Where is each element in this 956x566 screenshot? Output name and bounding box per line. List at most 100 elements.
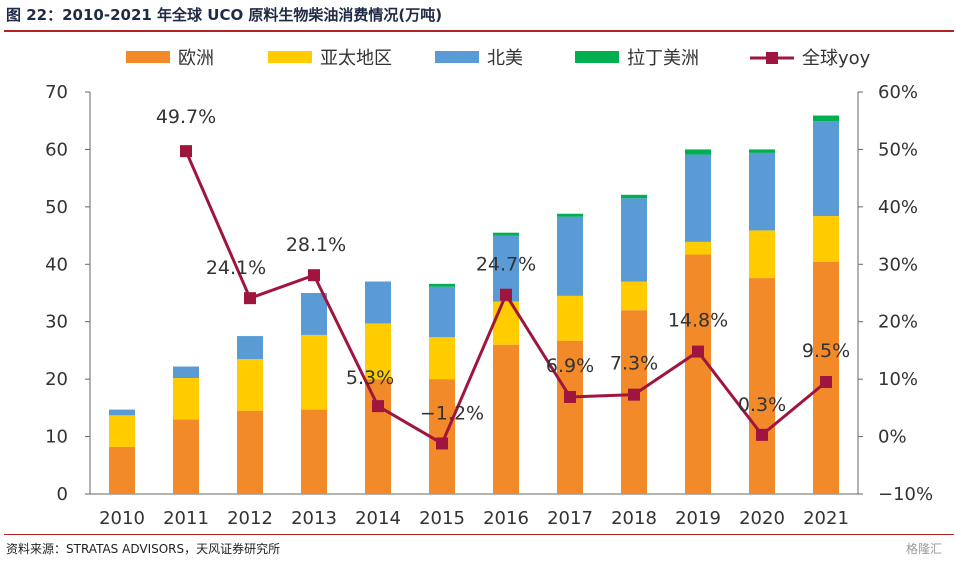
legend-label: 北美 [487,48,523,69]
axes: 0 10 20 30 40 50 60 70 −10% 0% 10% 20% 30% 40% 50% 60% 2… [45,82,933,529]
legend-label: 欧洲 [178,48,214,69]
x-tick-label: 2014 [355,508,401,529]
bar-segment [749,149,775,153]
x-tick-label: 2016 [483,508,529,529]
legend-label: 亚太地区 [320,48,392,69]
right-tick-label: 20% [878,312,918,333]
bar-segment [173,419,199,494]
bar-segment [749,230,775,279]
bar-segment [621,198,647,282]
bar-segment [557,295,583,341]
x-tick-label: 2013 [291,508,337,529]
yoy-data-label: 5.3% [346,367,394,389]
bar-segment [749,152,775,231]
yoy-data-label: 0.3% [738,394,786,416]
x-tick-label: 2012 [227,508,273,529]
bar-segment [365,323,391,380]
bar-segment [365,281,391,324]
bar-segment [685,254,711,494]
right-tick-label: 40% [878,197,918,218]
watermark-logo: 格隆汇 [905,542,942,556]
bar-segment [685,154,711,242]
bar-segment [173,377,199,420]
yoy-data-label: 6.9% [546,355,594,377]
x-tick-label: 2010 [99,508,145,529]
bar-segment [301,409,327,494]
data-labels: 49.7% 24.1% 28.1% 5.3% −1.2% 24.7% 6.9% 7.3% 14.… [156,106,850,424]
bar-segment [493,232,519,236]
bar-segment [237,336,263,360]
yoy-data-label: 28.1% [286,234,346,256]
legend-swatch-marker [766,52,778,64]
bar-segment [749,278,775,494]
bar-segment [429,379,455,494]
bar-segment [301,293,327,335]
left-tick-label: 60 [45,139,68,160]
bar-segment [685,149,711,155]
bar-segment [237,359,263,411]
bar-segment [173,366,199,378]
x-tick-label: 2015 [419,508,465,529]
bar-segment [237,410,263,494]
yoy-data-label: 9.5% [802,340,850,362]
yoy-marker [756,428,768,441]
left-tick-label: 10 [45,427,68,448]
right-tick-label: −10% [878,484,933,505]
chart: 欧洲 亚太地区 北美 拉丁美洲 全球yoy 0 10 20 30 40 50 60 70 −10% 0% 1… [45,48,933,529]
legend-swatch [435,51,479,63]
bar-segment [621,310,647,494]
yoy-data-label: 49.7% [156,106,216,128]
right-tick-label: 60% [878,82,918,103]
legend-label: 拉丁美洲 [627,48,699,69]
bar-segment [365,379,391,494]
yoy-marker [692,345,704,358]
source-rule [4,534,954,535]
bar-segment [621,281,647,311]
bar-segment [429,337,455,380]
bar-segment [557,340,583,494]
x-tick-label: 2021 [803,508,849,529]
left-tick-label: 40 [45,254,68,275]
bar-segment [109,415,135,447]
bar-segment [557,216,583,296]
bar-segment [109,446,135,494]
x-tick-label: 2011 [163,508,209,529]
right-tick-label: 50% [878,139,918,160]
left-tick-label: 70 [45,82,68,103]
bar-segment [813,115,839,122]
title-rule [4,30,954,32]
bar-segment [557,213,583,217]
yoy-data-label: 24.7% [476,254,536,276]
right-tick-label: 10% [878,369,918,390]
x-tick-label: 2019 [675,508,721,529]
yoy-data-label: −1.2% [420,402,484,424]
right-tick-label: 0% [878,427,907,448]
bar-segment [621,194,647,199]
yoy-marker [372,400,384,413]
x-tick-label: 2017 [547,508,593,529]
yoy-marker [308,269,320,282]
legend-swatch [268,51,312,63]
yoy-data-label: 14.8% [668,310,728,332]
yoy-data-label: 7.3% [610,353,658,375]
yoy-marker [500,288,512,301]
yoy-marker [436,437,448,450]
x-tick-label: 2018 [611,508,657,529]
yoy-data-label: 24.1% [206,257,266,279]
bar-segment [493,344,519,494]
yoy-marker [180,145,192,158]
bar-segment [301,334,327,410]
legend-swatch [126,51,170,63]
yoy-marker [628,388,640,401]
yoy-marker [820,376,832,389]
yoy-line-layer [180,145,832,450]
yoy-marker [244,292,256,305]
legend: 欧洲 亚太地区 北美 拉丁美洲 全球yoy [126,48,871,69]
bar-segment [813,216,839,262]
x-tick-label: 2020 [739,508,785,529]
bar-segment [429,283,455,287]
bar-segment [685,241,711,255]
left-tick-label: 50 [45,197,68,218]
left-tick-label: 20 [45,369,68,390]
legend-swatch [575,51,619,63]
